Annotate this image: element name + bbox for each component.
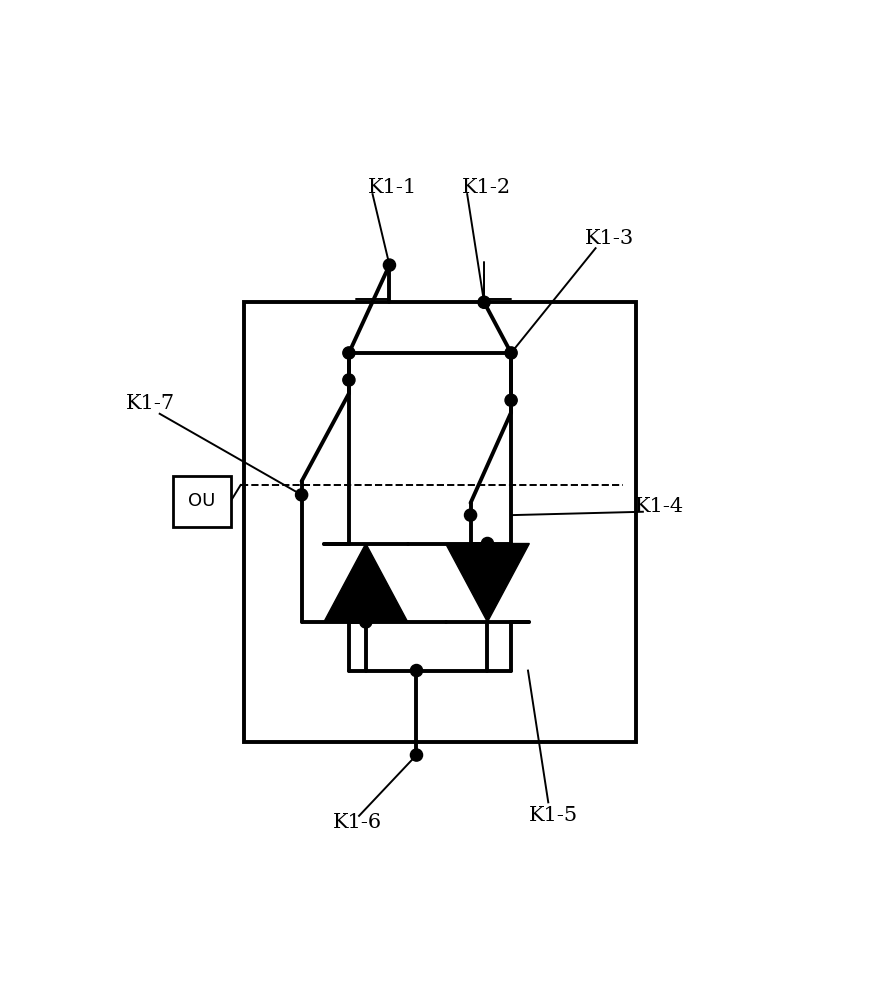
Text: K1-5: K1-5: [529, 806, 578, 825]
Text: OU: OU: [188, 492, 215, 510]
Circle shape: [411, 749, 423, 761]
Circle shape: [505, 347, 517, 359]
Bar: [244, 302, 637, 742]
Circle shape: [296, 489, 308, 501]
Text: K1-1: K1-1: [368, 178, 418, 197]
Circle shape: [465, 509, 477, 521]
Polygon shape: [446, 544, 529, 622]
Circle shape: [360, 616, 371, 628]
Circle shape: [384, 259, 396, 271]
Text: K1-6: K1-6: [333, 813, 382, 832]
Circle shape: [478, 296, 490, 308]
Circle shape: [343, 347, 355, 359]
Text: K1-2: K1-2: [461, 178, 511, 197]
Circle shape: [505, 394, 517, 406]
Circle shape: [481, 537, 494, 550]
Text: K1-3: K1-3: [584, 229, 634, 248]
Circle shape: [343, 374, 355, 386]
Polygon shape: [324, 544, 408, 622]
Text: K1-7: K1-7: [126, 394, 175, 413]
Circle shape: [411, 664, 423, 677]
Bar: [174, 476, 230, 527]
Text: K1-4: K1-4: [635, 497, 685, 516]
